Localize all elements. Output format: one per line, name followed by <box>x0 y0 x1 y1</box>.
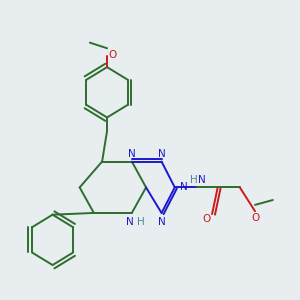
Text: N: N <box>158 149 165 159</box>
Text: N: N <box>158 217 165 227</box>
Text: N: N <box>126 217 134 227</box>
Text: O: O <box>202 214 210 224</box>
Text: N: N <box>198 175 206 185</box>
Text: N: N <box>128 149 136 159</box>
Text: H: H <box>137 217 145 227</box>
Text: O: O <box>251 213 259 223</box>
Text: O: O <box>108 50 116 60</box>
Text: N: N <box>180 182 188 192</box>
Text: H: H <box>190 175 197 185</box>
